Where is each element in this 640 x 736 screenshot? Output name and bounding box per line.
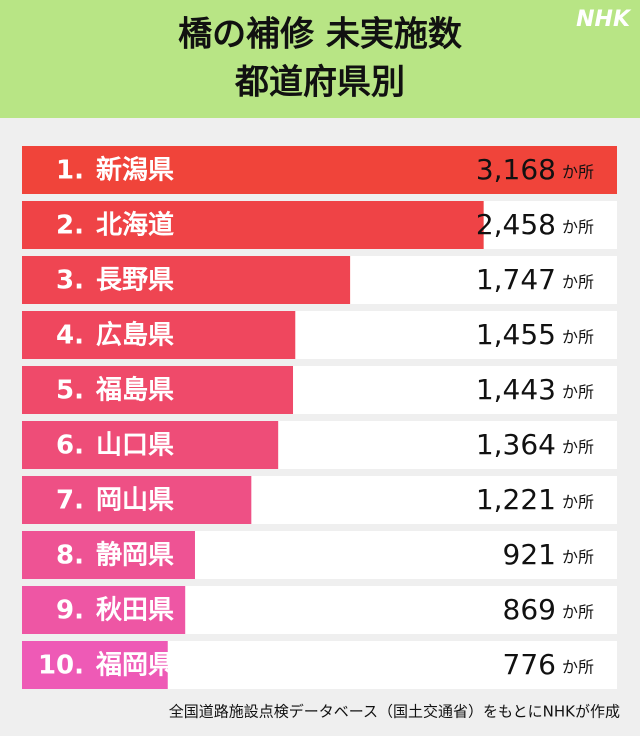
bar — [22, 146, 617, 194]
rank-label: 6. — [56, 431, 84, 461]
value-label: 3,168 — [476, 153, 556, 186]
category-label: 岡山県 — [96, 486, 174, 516]
category-label: 新潟県 — [96, 155, 174, 186]
value-label: 869 — [503, 593, 556, 626]
category-label: 福岡県 — [95, 651, 174, 681]
unit-label: か所 — [562, 273, 594, 292]
value-label: 1,455 — [476, 318, 556, 351]
rank-label: 9. — [56, 596, 84, 626]
header — [0, 0, 640, 118]
category-label: 広島県 — [96, 320, 174, 351]
value-label: 2,458 — [476, 208, 556, 241]
value-label: 776 — [503, 648, 556, 681]
rank-label: 1. — [56, 156, 84, 186]
rank-label: 7. — [56, 486, 84, 516]
unit-label: か所 — [562, 328, 594, 347]
bar — [22, 531, 195, 579]
value-label: 1,364 — [476, 428, 556, 461]
value-label: 1,221 — [476, 483, 556, 516]
category-label: 秋田県 — [96, 596, 174, 626]
rank-label: 10. — [38, 651, 84, 681]
unit-label: か所 — [562, 658, 594, 677]
unit-label: か所 — [562, 493, 594, 512]
chart-title: 橋の補修 未実施数 — [178, 15, 462, 55]
bar — [22, 641, 168, 689]
bar — [22, 201, 484, 249]
unit-label: か所 — [562, 548, 594, 567]
source: 全国道路施設点検データベース（国土交通省）をもとにNHKが作成 — [169, 703, 620, 721]
unit-label: か所 — [562, 603, 594, 622]
bar — [22, 421, 279, 469]
unit-label: か所 — [562, 218, 594, 237]
rank-label: 8. — [56, 541, 84, 571]
unit-label: か所 — [562, 383, 594, 402]
category-label: 北海道 — [96, 210, 174, 241]
category-label: 福島県 — [95, 376, 174, 406]
value-label: 1,747 — [476, 263, 556, 296]
rank-label: 5. — [56, 376, 84, 406]
rank-label: 2. — [56, 211, 84, 241]
unit-label: か所 — [562, 438, 594, 457]
value-label: 1,443 — [476, 373, 556, 406]
category-label: 静岡県 — [96, 540, 174, 571]
chart-subtitle: 都道府県別 — [234, 63, 405, 103]
bar — [22, 311, 296, 359]
rank-label: 3. — [56, 266, 84, 296]
category-label: 長野県 — [96, 266, 174, 296]
value-label: 921 — [503, 538, 556, 571]
rank-label: 4. — [56, 321, 84, 351]
bar — [22, 586, 186, 634]
category-label: 山口県 — [96, 431, 174, 461]
logo: NHK — [576, 7, 632, 32]
bar — [22, 366, 294, 414]
bar — [22, 476, 252, 524]
unit-label: か所 — [562, 163, 594, 182]
bar — [22, 256, 351, 304]
